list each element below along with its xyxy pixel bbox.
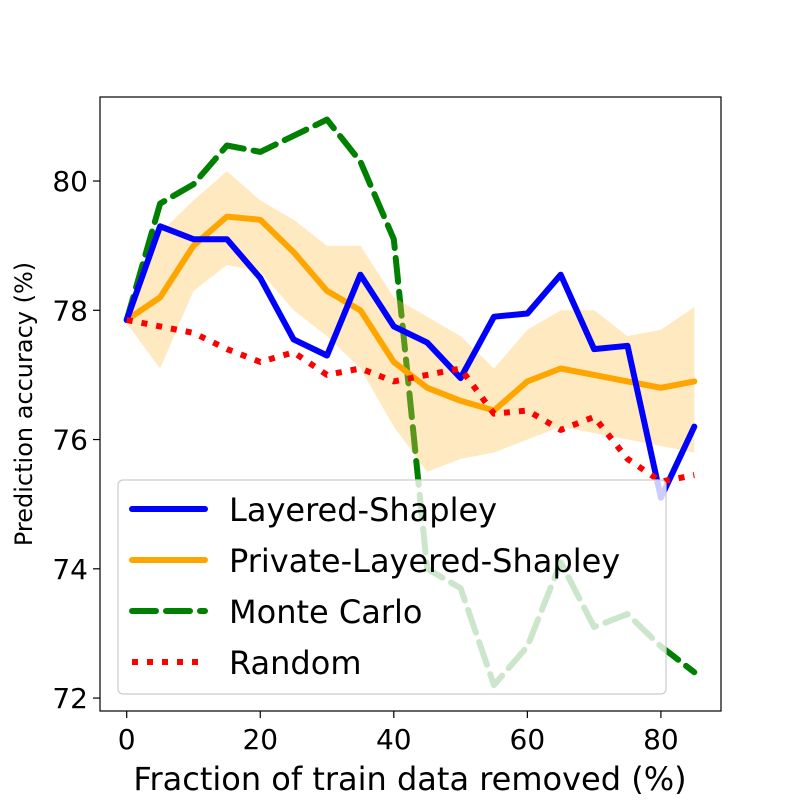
- data-point-random: [357, 366, 363, 372]
- data-point-private-layered-shapley: [324, 288, 330, 294]
- data-point-monte-carlo: [691, 669, 697, 675]
- data-point-private-layered-shapley: [691, 378, 697, 384]
- legend: Layered-Shapley Private-Layered-Shapley Mo…: [117, 479, 667, 695]
- data-point-private-layered-shapley: [257, 217, 263, 223]
- series-line-random: [126, 317, 695, 485]
- y-tick-label: 72: [52, 682, 88, 715]
- data-point-private-layered-shapley: [625, 378, 631, 384]
- series-line-layered-shapley: [123, 223, 698, 501]
- data-point-monte-carlo: [324, 117, 330, 123]
- data-point-monte-carlo: [191, 181, 197, 187]
- data-point-random: [257, 359, 263, 365]
- y-tick-label: 80: [52, 165, 88, 198]
- y-tick-label: 76: [52, 424, 88, 457]
- data-point-layered-shapley: [391, 323, 397, 329]
- x-axis-label: Fraction of train data removed (%): [133, 760, 686, 798]
- data-point-private-layered-shapley: [157, 294, 163, 300]
- y-axis-label: Prediction accuracy (%): [10, 262, 38, 546]
- data-point-random: [224, 346, 230, 352]
- data-point-layered-shapley: [424, 340, 430, 346]
- data-point-private-layered-shapley: [291, 249, 297, 255]
- series-band-private-layered-shapley: [126, 171, 695, 472]
- x-tick-label: 60: [510, 723, 546, 756]
- data-point-layered-shapley: [224, 236, 230, 242]
- data-point-random: [458, 366, 464, 372]
- legend-label-private-layered-shapley: Private-Layered-Shapley: [229, 542, 620, 580]
- x-tick-label: 20: [242, 723, 278, 756]
- axes: 0 20 40 60 80 72 74 76 78 80: [52, 96, 722, 756]
- data-point-private-layered-shapley: [524, 378, 530, 384]
- data-point-random: [491, 411, 497, 417]
- data-point-random: [424, 372, 430, 378]
- data-point-monte-carlo: [391, 236, 397, 242]
- series-line-monte-carlo: [123, 116, 698, 689]
- series-line-private-layered-shapley: [123, 213, 698, 414]
- data-point-random: [691, 472, 697, 478]
- legend-label-random: Random: [229, 644, 361, 682]
- data-point-layered-shapley: [524, 311, 530, 317]
- data-point-random: [591, 414, 597, 420]
- data-point-layered-shapley: [257, 275, 263, 281]
- data-point-random: [625, 456, 631, 462]
- data-point-layered-shapley: [691, 424, 697, 430]
- y-tick-label: 78: [52, 294, 88, 327]
- data-point-layered-shapley: [291, 336, 297, 342]
- x-tick-label: 0: [118, 723, 136, 756]
- data-point-monte-carlo: [157, 201, 163, 207]
- data-point-private-layered-shapley: [591, 372, 597, 378]
- data-point-layered-shapley: [191, 236, 197, 242]
- data-point-private-layered-shapley: [224, 214, 230, 220]
- data-point-monte-carlo: [257, 149, 263, 155]
- data-point-layered-shapley: [157, 223, 163, 229]
- data-point-private-layered-shapley: [558, 366, 564, 372]
- data-point-monte-carlo: [224, 143, 230, 149]
- data-point-monte-carlo: [291, 133, 297, 139]
- data-point-layered-shapley: [625, 343, 631, 349]
- plot-frame: [99, 96, 722, 712]
- data-point-random: [524, 408, 530, 414]
- data-point-random: [191, 330, 197, 336]
- legend-box: [117, 479, 667, 695]
- data-point-random: [324, 372, 330, 378]
- x-tick-label: 40: [376, 723, 412, 756]
- data-point-layered-shapley: [591, 346, 597, 352]
- x-tick-label: 80: [643, 723, 679, 756]
- data-point-random: [391, 378, 397, 384]
- data-point-private-layered-shapley: [458, 398, 464, 404]
- data-point-random: [291, 349, 297, 355]
- data-point-private-layered-shapley: [424, 385, 430, 391]
- data-point-random: [558, 427, 564, 433]
- y-tick-label: 74: [52, 553, 88, 586]
- legend-label-layered-shapley: Layered-Shapley: [229, 491, 497, 529]
- data-point-private-layered-shapley: [357, 307, 363, 313]
- data-point-layered-shapley: [491, 314, 497, 320]
- data-point-random: [124, 317, 130, 323]
- data-point-private-layered-shapley: [191, 243, 197, 249]
- data-point-random: [157, 323, 163, 329]
- plot-area: [123, 116, 698, 689]
- data-point-layered-shapley: [324, 353, 330, 359]
- data-point-layered-shapley: [558, 272, 564, 278]
- data-point-monte-carlo: [357, 159, 363, 165]
- data-point-private-layered-shapley: [658, 385, 664, 391]
- data-point-layered-shapley: [357, 272, 363, 278]
- data-point-private-layered-shapley: [391, 359, 397, 365]
- legend-label-monte-carlo: Monte Carlo: [229, 593, 422, 631]
- data-group: [123, 116, 698, 689]
